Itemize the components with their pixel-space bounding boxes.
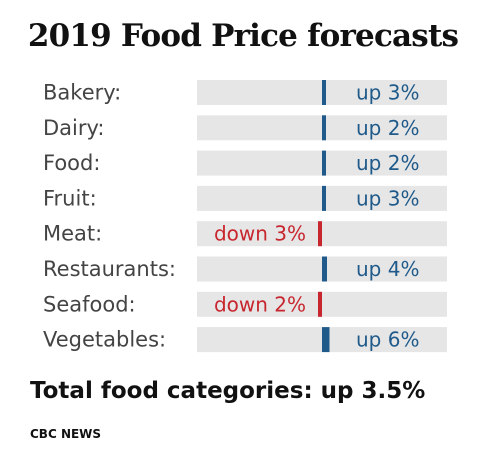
bar — [322, 115, 326, 141]
bar — [322, 256, 327, 282]
category-label: Fruit: — [43, 186, 97, 210]
category-label: Dairy: — [43, 116, 104, 140]
category-label: Seafood: — [43, 292, 136, 316]
bar — [322, 150, 326, 176]
bar — [318, 221, 322, 247]
bar — [318, 291, 322, 317]
bar — [322, 327, 330, 353]
category-label: Food: — [43, 151, 100, 175]
total-summary: Total food categories: up 3.5% — [30, 378, 426, 404]
bar-chart: Bakery: up 3% Dairy: up 2% Food: up 2% Fruit: u… — [43, 80, 447, 353]
category-label: Vegetables: — [43, 328, 166, 352]
data-label: up 6% — [356, 328, 419, 352]
data-label: down 3% — [214, 222, 306, 246]
category-label: Restaurants: — [43, 257, 176, 281]
bar — [322, 80, 326, 105]
data-label: up 4% — [356, 257, 419, 281]
data-label: up 3% — [356, 186, 419, 210]
category-label: Meat: — [43, 222, 102, 246]
bar — [322, 185, 326, 211]
data-label: down 2% — [214, 292, 306, 316]
data-label: up 2% — [356, 116, 419, 140]
chart-title: 2019 Food Price forecasts — [27, 18, 459, 54]
category-label: Bakery: — [43, 81, 121, 105]
data-label: up 2% — [356, 151, 419, 175]
source-credit: CBC NEWS — [30, 427, 102, 441]
data-label: up 3% — [356, 81, 419, 105]
